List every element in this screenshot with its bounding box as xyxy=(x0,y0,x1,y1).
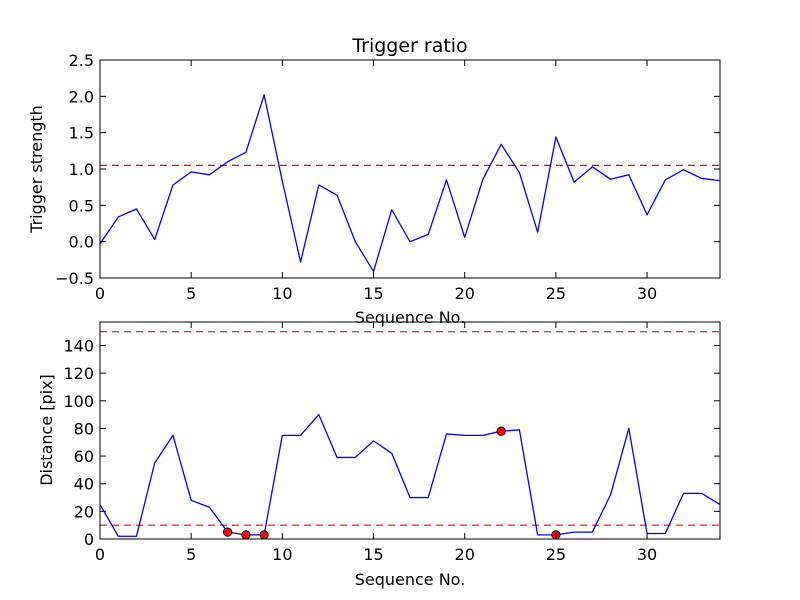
bottom-y-tick-label-5: 100 xyxy=(63,392,94,411)
top-chart-title: Trigger ratio xyxy=(351,35,467,57)
bottom-x-tick-label-1: 5 xyxy=(186,545,196,564)
top-x-tick-label-5: 25 xyxy=(546,284,566,303)
bottom-x-tick-label-3: 15 xyxy=(363,545,383,564)
bottom-marker-point-0 xyxy=(222,527,233,537)
top-x-tick-label-3: 15 xyxy=(363,284,383,303)
top-y-tick-label-0: −0.5 xyxy=(55,269,94,288)
top-series-line-0 xyxy=(99,94,721,273)
bottom-x-ticks: 0 5 10 15 20 25 30 xyxy=(95,322,657,564)
top-x-tick-label-6: 30 xyxy=(637,284,657,303)
top-y-ticks: −0.5 0.0 0.5 1.0 1.5 2.0 2.5 xyxy=(55,51,720,288)
bottom-y-ticks: 0 20 40 60 80 100 120 140 xyxy=(63,336,720,549)
bottom-y-tick-label-2: 40 xyxy=(74,475,94,494)
top-y-tick-label-2: 0.5 xyxy=(69,196,94,215)
bottom-x-tick-label-2: 10 xyxy=(272,545,292,564)
bottom-x-tick-label-4: 20 xyxy=(455,545,475,564)
bottom-x-tick-label-6: 30 xyxy=(637,545,657,564)
top-y-axis-label: Trigger strength xyxy=(27,105,46,234)
bottom-x-axis-label: Sequence No. xyxy=(355,570,466,589)
bottom-y-tick-label-3: 60 xyxy=(74,447,94,466)
bottom-y-tick-label-0: 0 xyxy=(84,530,94,549)
top-chart: Trigger ratio 0 5 10 15 20 25 30 −0.5 0.0 0.5 1.0… xyxy=(27,35,721,327)
top-y-tick-label-6: 2.5 xyxy=(69,51,94,70)
top-plot-frame xyxy=(99,59,721,279)
top-x-tick-label-0: 0 xyxy=(95,284,105,303)
bottom-y-tick-label-6: 120 xyxy=(63,364,94,383)
top-y-tick-label-3: 1.0 xyxy=(69,160,94,179)
top-y-tick-label-5: 2.0 xyxy=(69,87,94,106)
bottom-y-tick-label-4: 80 xyxy=(74,419,94,438)
bottom-x-tick-label-5: 25 xyxy=(546,545,566,564)
top-y-tick-label-4: 1.5 xyxy=(69,124,94,143)
top-series xyxy=(99,94,721,273)
bottom-y-tick-label-1: 20 xyxy=(74,502,94,521)
bottom-series xyxy=(99,413,721,537)
top-x-tick-label-4: 20 xyxy=(455,284,475,303)
bottom-reference-lines xyxy=(100,331,720,526)
bottom-y-tick-label-7: 140 xyxy=(63,336,94,355)
bottom-series-line-0 xyxy=(99,413,721,537)
top-y-tick-label-1: 0.0 xyxy=(69,233,94,252)
top-x-axis-label: Sequence No. xyxy=(355,308,466,327)
top-x-tick-label-1: 5 xyxy=(186,284,196,303)
bottom-x-tick-label-0: 0 xyxy=(95,545,105,564)
bottom-chart: 0 5 10 15 20 25 30 0 20 40 60 80 100 120 140 Sequence… xyxy=(37,321,721,589)
bottom-marker-point-2 xyxy=(259,530,269,540)
bottom-plot-frame xyxy=(99,321,721,540)
bottom-marker-point-3 xyxy=(496,426,506,436)
top-x-ticks: 0 5 10 15 20 25 30 xyxy=(95,60,657,303)
bottom-marker-point-1 xyxy=(241,530,251,540)
bottom-y-axis-label: Distance [pix] xyxy=(37,374,56,486)
top-x-tick-label-2: 10 xyxy=(272,284,292,303)
